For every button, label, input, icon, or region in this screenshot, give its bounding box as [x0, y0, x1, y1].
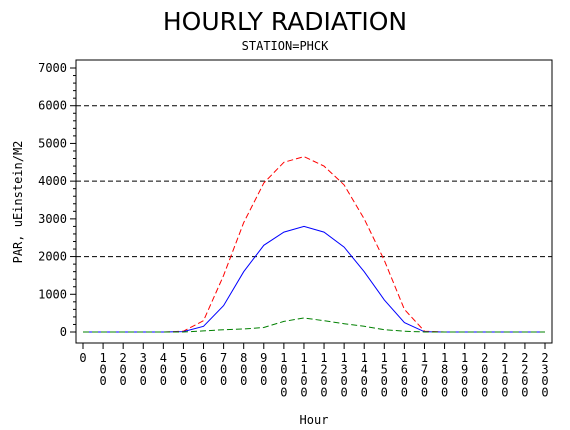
- y-tick-label: 6000: [38, 99, 67, 113]
- chart-title: HOURLY RADIATION: [163, 7, 407, 36]
- series-line-0: [83, 156, 545, 333]
- series-line-1: [83, 225, 545, 333]
- y-tick-label: 0: [60, 325, 67, 339]
- x-tick-label: 0: [79, 351, 86, 365]
- reference-lines: [76, 105, 552, 258]
- y-tick-label: 3000: [38, 212, 67, 226]
- y-axis-label: PAR, uEinstein/M2: [11, 141, 25, 264]
- y-tick-label: 4000: [38, 174, 67, 188]
- x-axis: 0 1 0 0 2 0 0 3 0 0 4 0 0 5 0 0 6 0 0 7 0 0 8 0 0 9 0 0 1 0 0 0 1 1 0 0 1 2 0 0…: [79, 343, 549, 400]
- plot-frame: [75, 59, 553, 344]
- y-tick-label: 7000: [38, 61, 67, 75]
- y-tick-label: 1000: [38, 287, 67, 301]
- y-tick-label: 2000: [38, 250, 67, 264]
- y-tick-label: 5000: [38, 136, 67, 150]
- chart-subtitle: STATION=PHCK: [242, 39, 329, 53]
- y-axis: 0 1000 2000 3000 4000 5000 6000 7000: [38, 61, 76, 339]
- series-lines: [83, 156, 545, 333]
- x-axis-label: Hour: [300, 413, 329, 427]
- series-line-2: [83, 317, 545, 333]
